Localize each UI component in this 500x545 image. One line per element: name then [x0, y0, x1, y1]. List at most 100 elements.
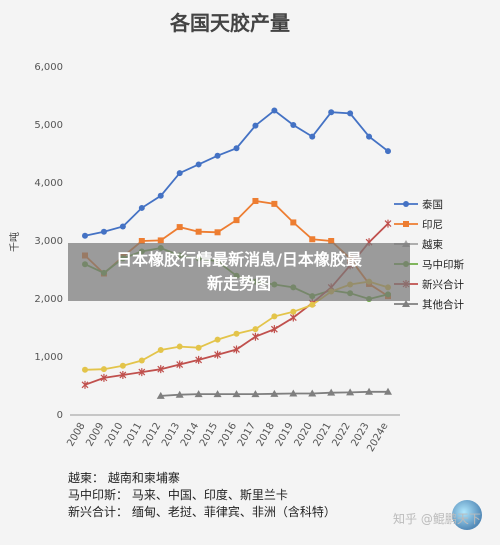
data-point [403, 201, 409, 207]
legend-label: 泰国 [422, 198, 443, 211]
data-point [289, 313, 297, 322]
footnote-3: 新兴合计： 缅甸、老挝、菲律宾、非洲（含科特） [68, 505, 336, 519]
data-point [385, 148, 391, 155]
series-泰国 [82, 107, 391, 239]
data-point [233, 217, 240, 224]
y-tick-label: 4,000 [34, 178, 63, 189]
data-point [271, 200, 278, 207]
watermark: 知乎 @鲲鹏天下 [393, 512, 481, 526]
data-point [119, 370, 127, 379]
data-point [289, 389, 298, 397]
x-tick-label: 2021 [312, 421, 334, 449]
data-point [176, 170, 183, 177]
data-point [271, 107, 278, 114]
headline-text: 日本橡胶行情最新消息/日本橡胶最 新走势图 [74, 248, 404, 296]
data-point [82, 232, 88, 239]
headline-line-2: 新走势图 [206, 274, 271, 293]
data-point [308, 389, 317, 397]
data-point [271, 313, 278, 320]
data-point [119, 362, 126, 369]
x-tick-label: 2018 [255, 421, 277, 449]
data-point [214, 336, 221, 343]
data-point [157, 237, 164, 244]
headline-line-1: 日本橡胶行情最新消息/日本橡胶最 [116, 250, 362, 269]
data-point [365, 387, 374, 395]
data-point [195, 355, 203, 364]
x-tick-label: 2012 [141, 421, 163, 449]
data-point [251, 390, 260, 398]
data-point [214, 152, 221, 159]
data-point [233, 345, 240, 354]
legend-item: 其他合计 [394, 298, 464, 311]
data-point [138, 368, 146, 377]
data-point [233, 330, 240, 337]
data-point [252, 197, 259, 204]
data-point [157, 192, 164, 199]
data-point [384, 219, 392, 228]
x-tick-label: 2009 [84, 421, 106, 449]
footnote-2: 马中印斯： 马来、中国、印度、斯里兰卡 [68, 488, 288, 502]
y-tick-label: 0 [57, 410, 63, 421]
x-tick-label: 2014 [179, 421, 201, 449]
y-axis-label: 千吨 [8, 232, 21, 252]
headline-overlay: 日本橡胶行情最新消息/日本橡胶最 新走势图 [68, 243, 410, 301]
y-tick-label: 5,000 [34, 120, 63, 131]
series-line [84, 109, 389, 237]
data-point [290, 219, 297, 226]
data-point [176, 343, 183, 350]
data-point [328, 109, 335, 116]
x-tick-label: 2011 [122, 421, 144, 449]
x-tick-label: 2016 [217, 421, 239, 449]
data-point [213, 390, 222, 398]
data-point [290, 122, 297, 128]
x-tick-label: 2022 [330, 421, 352, 449]
legend-item: 泰国 [394, 198, 443, 211]
y-ticks: 0 1,000 2,000 3,000 4,000 5,000 6,000 [34, 62, 63, 421]
data-point [232, 390, 241, 398]
x-tick-label: 2010 [103, 421, 125, 449]
data-point [81, 380, 89, 389]
data-point [194, 390, 203, 398]
legend-label: 新兴合计 [422, 278, 464, 291]
x-tick-label: 2020 [293, 421, 315, 449]
series-其他合计 [156, 387, 392, 399]
y-tick-label: 1,000 [34, 352, 63, 363]
data-point [402, 300, 410, 307]
data-point [252, 332, 259, 341]
data-point [384, 387, 392, 395]
data-point [328, 238, 335, 244]
x-tick-label: 2019 [274, 421, 296, 449]
data-point [252, 122, 259, 129]
data-point [82, 366, 88, 373]
data-point [347, 110, 354, 117]
y-tick-label: 3,000 [34, 236, 63, 247]
data-point [195, 344, 202, 351]
data-point [270, 389, 279, 397]
x-tick-label: 2015 [198, 421, 220, 449]
data-point [119, 223, 126, 230]
x-tick-label: 2017 [236, 421, 258, 449]
data-point [156, 391, 165, 399]
data-point [100, 366, 107, 373]
data-point [309, 301, 316, 308]
data-point [176, 224, 183, 231]
site-logo-icon [452, 500, 482, 530]
footnotes: 越柬： 越南和柬埔寨 马中印斯： 马来、中国、印度、斯里兰卡 新兴合计： 缅甸、… [68, 470, 336, 521]
data-point [195, 161, 202, 168]
data-point [138, 204, 145, 211]
x-tick-label: 2008 [65, 421, 87, 449]
data-point [138, 357, 145, 364]
data-point [327, 388, 336, 396]
legend-label: 其他合计 [422, 298, 464, 311]
data-point [175, 390, 184, 398]
data-point [309, 133, 316, 140]
data-point [138, 238, 145, 244]
x-ticks: 2008200920102011201220132014201520162017… [65, 421, 390, 454]
data-point [270, 325, 278, 334]
y-tick-label: 2,000 [34, 294, 63, 305]
data-point [195, 228, 202, 235]
data-point [157, 347, 164, 354]
data-point [214, 229, 221, 236]
data-point [252, 326, 259, 333]
